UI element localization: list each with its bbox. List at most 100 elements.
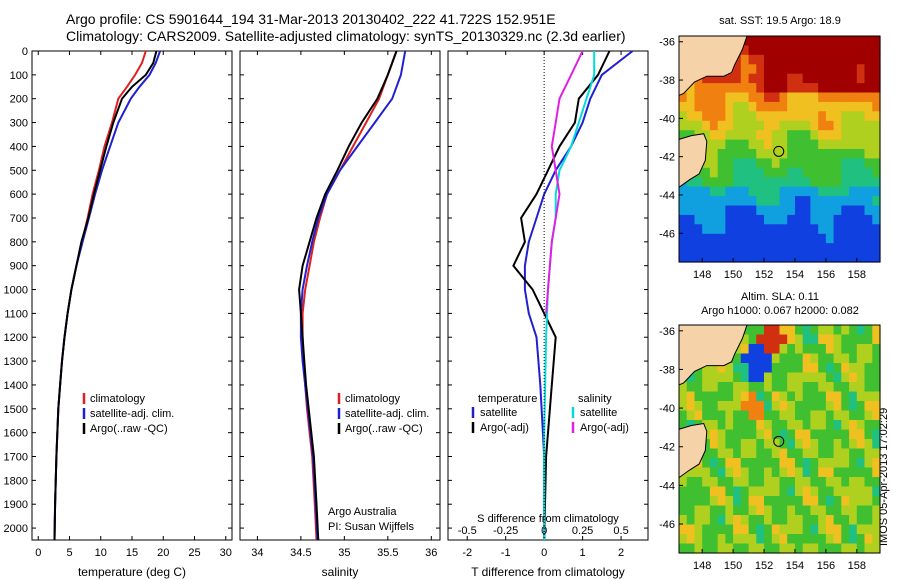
sla-map-cell: [802, 353, 811, 364]
sst-map-cell: [818, 196, 827, 207]
sst-map-cell: [841, 36, 850, 46]
sst-map-cell: [764, 101, 773, 112]
sla-map-cell: [810, 410, 819, 421]
sst-map-ytick-label: -46: [659, 228, 675, 240]
sst-map-cell: [795, 243, 804, 254]
depth-tick-label: 0: [22, 46, 28, 58]
sst-map-cell: [795, 73, 804, 84]
sst-map-cell: [810, 158, 819, 169]
sst-map-cell: [825, 177, 835, 188]
sla-map-xtick-label: 154: [786, 560, 804, 572]
sla-map-cell: [740, 334, 750, 345]
sst-map-cell: [686, 243, 695, 254]
sst-map-cell: [856, 36, 866, 46]
sla-map-cell: [810, 515, 819, 526]
sla-map-cell: [810, 486, 819, 497]
sla-map-cell: [825, 524, 835, 535]
sst-map-cell: [787, 73, 796, 84]
sla-map-cell: [818, 382, 827, 393]
sst-map-cell: [756, 196, 765, 207]
sst-map-cell: [686, 101, 695, 112]
sst-map-cell: [856, 101, 866, 112]
sst-map-cell: [709, 224, 719, 235]
sst-map-cell: [825, 196, 835, 207]
sst-map-cell: [841, 233, 850, 244]
depth-tick-label: 600: [10, 189, 28, 201]
sst-map-cell: [771, 54, 781, 65]
sla-map-cell: [825, 467, 835, 478]
sla-map-cell: [818, 401, 827, 412]
sst-map-cell: [756, 214, 765, 225]
sst-map-cell: [694, 252, 703, 263]
sla-map-cell: [748, 515, 757, 526]
sst-map-cell: [810, 177, 819, 188]
temperature-xtick-label: 30: [220, 547, 232, 559]
sla-map-cell: [764, 325, 773, 336]
sst-map-cell: [756, 205, 765, 216]
sst-map-cell: [771, 73, 781, 84]
sla-map-cell: [679, 410, 688, 421]
sla-map-cell: [764, 505, 773, 516]
sla-map-cell: [841, 439, 850, 450]
sst-map-cell: [833, 73, 842, 84]
sst-map-cell: [779, 111, 788, 122]
sst-map-cell: [849, 139, 858, 150]
sst-map-cell: [849, 54, 858, 65]
sla-map-cell: [764, 353, 773, 364]
sla-map-cell: [702, 363, 711, 374]
sla-map-cell: [771, 344, 781, 355]
sst-map-cell: [709, 158, 719, 169]
sst-map-cell: [764, 111, 773, 122]
sst-map-cell: [795, 111, 804, 122]
sst-map-cell: [849, 196, 858, 207]
sla-map-cell: [748, 534, 757, 545]
sst-map-cell: [779, 205, 788, 216]
sla-map-cell: [841, 458, 850, 469]
sst-map-cell: [686, 120, 695, 131]
difference-top-tick-label: 0.25: [572, 525, 593, 537]
sst-map-cell: [833, 120, 842, 131]
sst-map-cell: [841, 64, 850, 75]
sla-map-cell: [702, 505, 711, 516]
sst-map-cell: [833, 158, 842, 169]
sla-map-cell: [702, 448, 711, 459]
sst-map-cell: [694, 224, 703, 235]
sla-map-cell: [810, 325, 819, 336]
sla-map-cell: [733, 391, 742, 402]
sst-map-cell: [818, 158, 827, 169]
sla-map-cell: [825, 391, 835, 402]
sst-map-cell: [795, 45, 804, 56]
sst-map-cell: [771, 196, 781, 207]
sla-map-cell: [825, 543, 835, 554]
sst-map-cell: [733, 205, 742, 216]
sla-map-cell: [856, 458, 866, 469]
sla-map-cell: [872, 334, 881, 345]
sla-map-cell: [748, 467, 757, 478]
sla-map-cell: [833, 353, 842, 364]
sst-map-cell: [864, 64, 873, 75]
sla-map-cell: [679, 486, 688, 497]
sst-map-cell: [717, 214, 726, 225]
sst-map-cell: [810, 92, 819, 103]
sst-map-cell: [864, 83, 873, 94]
sla-map-cell: [694, 391, 703, 402]
sla-map-cell: [709, 477, 719, 488]
sla-map-cell: [872, 410, 881, 421]
depth-tick-label: 1000: [4, 285, 28, 297]
sla-map-cell: [841, 467, 850, 478]
sla-map-cell: [849, 486, 858, 497]
sst-map-cell: [709, 233, 719, 244]
sst-map-ytick-label: -38: [659, 75, 675, 87]
sla-map-cell: [756, 543, 765, 554]
sla-map-cell: [702, 401, 711, 412]
sla-map-cell: [764, 382, 773, 393]
sst-map-cell: [717, 196, 726, 207]
sla-map-cell: [849, 439, 858, 450]
sst-map-cell: [702, 196, 711, 207]
sst-map-cell: [702, 149, 711, 159]
sst-map-cell: [733, 252, 742, 263]
sst-map-cell: [825, 120, 835, 131]
sst-map-cell: [802, 101, 811, 112]
sst-map-cell: [779, 36, 788, 46]
sst-map-cell: [740, 120, 750, 131]
